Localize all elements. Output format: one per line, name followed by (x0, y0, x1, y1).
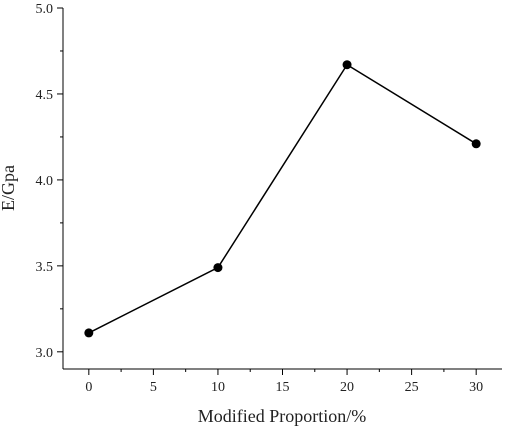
x-tick-label: 25 (405, 380, 419, 395)
y-tick-label: 3.0 (36, 346, 54, 361)
chart-series (84, 60, 481, 338)
data-point (84, 328, 94, 338)
x-tick-label: 30 (469, 380, 483, 395)
x-tick-label: 20 (340, 380, 354, 395)
x-tick-label: 10 (211, 380, 225, 395)
y-axis-title: E/Gpa (0, 165, 18, 211)
data-point (342, 60, 352, 70)
y-tick-label: 4.5 (36, 88, 54, 103)
x-tick-label: 15 (276, 380, 290, 395)
chart-axes (62, 8, 502, 370)
series-line (88, 63, 477, 334)
y-tick-label: 4.0 (36, 174, 54, 189)
x-axis-title: Modified Proportion/% (198, 406, 367, 426)
x-tick-label: 0 (85, 380, 92, 395)
data-point (471, 139, 481, 149)
y-tick-label: 5.0 (36, 2, 54, 17)
y-tick-label: 3.5 (36, 260, 54, 275)
x-tick-label: 5 (150, 380, 157, 395)
chart-ticks: 0 5 10 15 20 25 30 3.0 3.5 4.0 4.5 5.0 (36, 2, 484, 395)
data-point (213, 263, 223, 273)
